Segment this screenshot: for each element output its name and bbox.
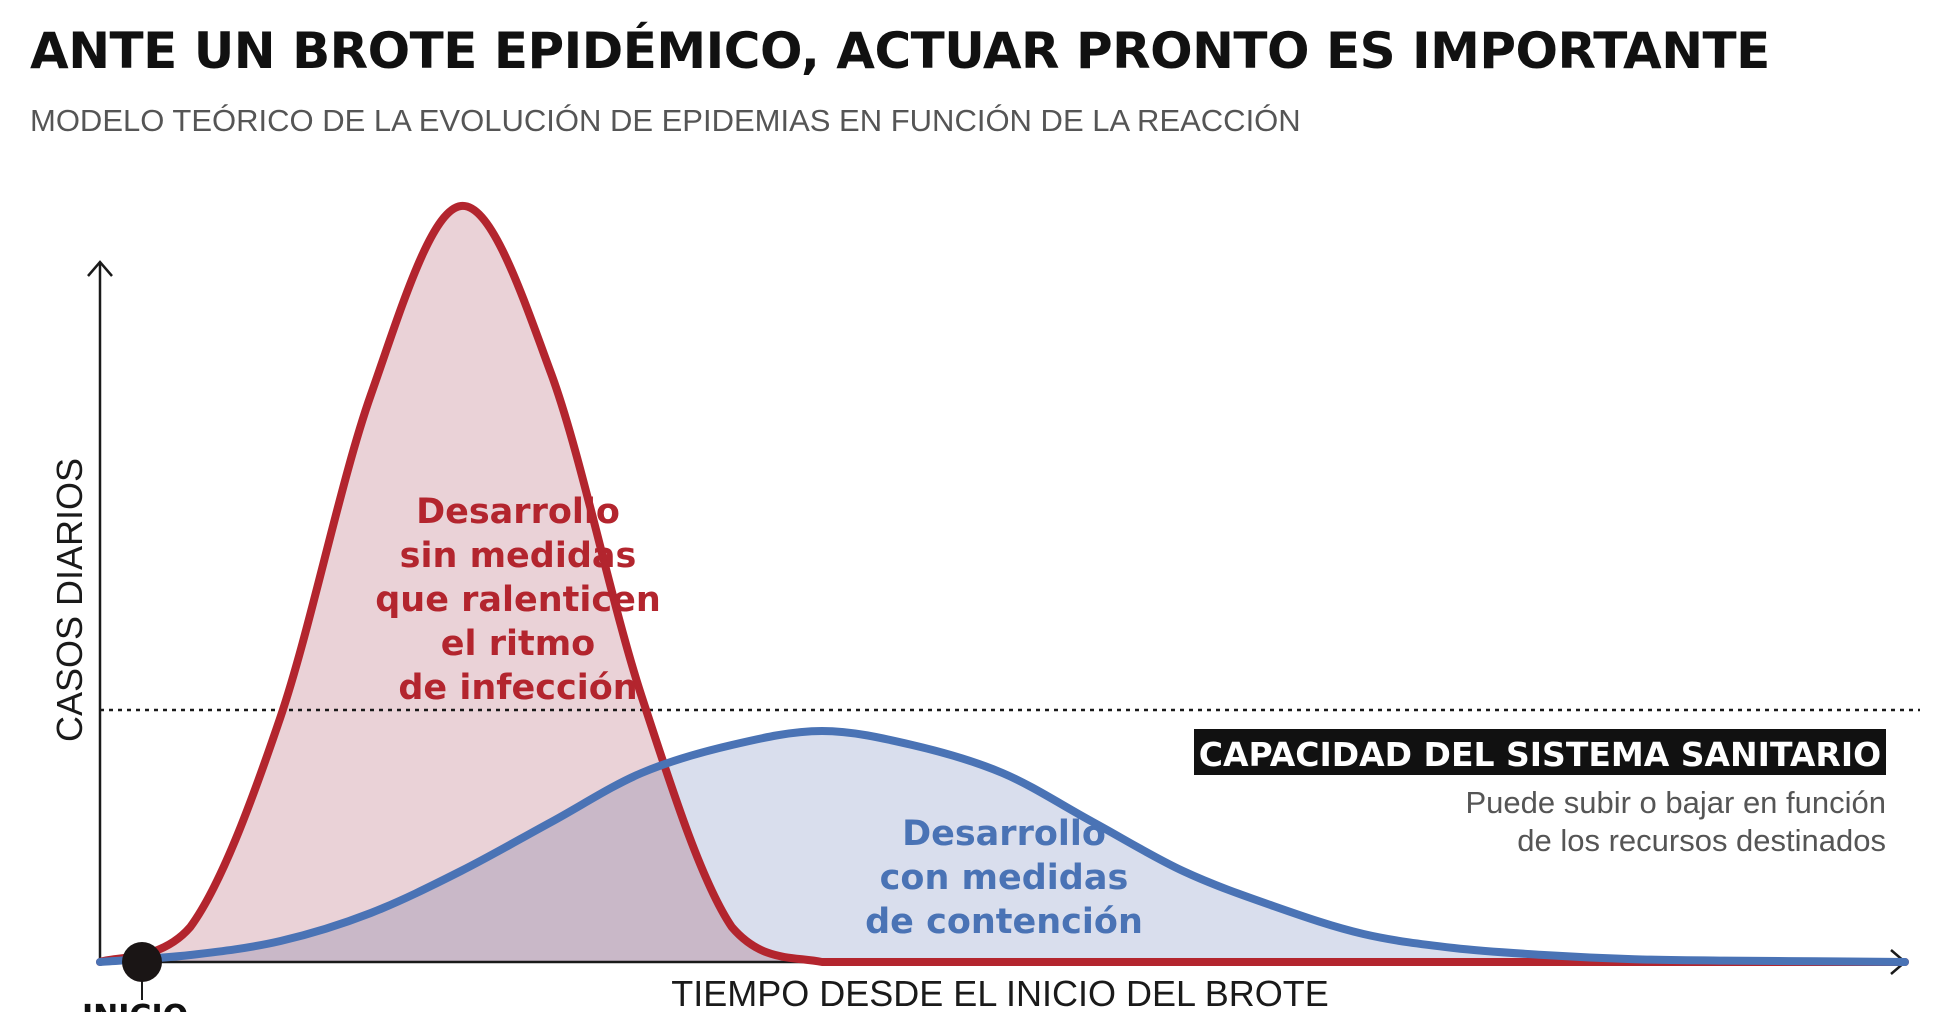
capacity-label: CAPACIDAD DEL SISTEMA SANITARIO xyxy=(1199,735,1881,774)
start-label: INICIO xyxy=(82,999,188,1012)
blue-annotation-line-2: con medidas xyxy=(880,858,1129,898)
blue-annotation-line-1: Desarrollo xyxy=(902,814,1106,854)
red-annotation-line-5: de infección xyxy=(398,668,637,708)
y-axis-arrow-icon xyxy=(87,260,113,277)
red-annotation-line-3: que ralenticen xyxy=(375,580,661,620)
red-annotation-line-4: el ritmo xyxy=(441,624,595,664)
blue-annotation-line-3: de contención xyxy=(865,902,1143,942)
red-series-area xyxy=(100,205,1905,962)
red-annotation-line-1: Desarrollo xyxy=(416,492,620,532)
y-axis-label: CASOS DIARIOS xyxy=(49,458,90,742)
capacity-label-box xyxy=(1194,729,1886,775)
red-annotation-line-2: sin medidas xyxy=(400,536,637,576)
chart-subtitle: MODELO TEÓRICO DE LA EVOLUCIÓN DE EPIDEM… xyxy=(30,103,1301,138)
chart-title: ANTE UN BROTE EPIDÉMICO, ACTUAR PRONTO E… xyxy=(30,22,1770,80)
capacity-note-line-1: Puede subir o bajar en función xyxy=(1465,785,1886,820)
red-series-line xyxy=(96,202,1909,967)
start-marker-dot xyxy=(122,942,162,982)
x-axis-label: TIEMPO DESDE EL INICIO DEL BROTE xyxy=(671,973,1328,1012)
blue-series-line xyxy=(96,727,1909,966)
capacity-note-line-2: de los recursos destinados xyxy=(1517,823,1886,858)
